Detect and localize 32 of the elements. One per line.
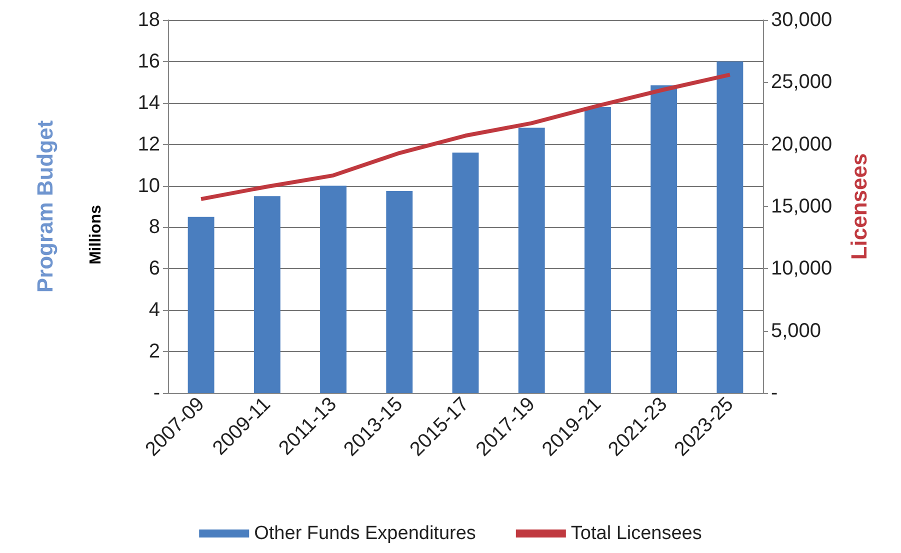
bar <box>386 190 413 393</box>
bar <box>254 196 280 393</box>
y2-tick-label: 30,000 <box>771 9 832 31</box>
y2-tick-label: 20,000 <box>771 133 832 156</box>
bar <box>650 85 678 393</box>
y-tick-label: 12 <box>138 133 160 156</box>
y-tick-label: 10 <box>138 174 160 197</box>
y-tick-label: 8 <box>148 216 160 238</box>
y-tick-label: 4 <box>148 299 160 322</box>
y-tick-label: 6 <box>148 258 160 280</box>
legend-label: Other Funds Expenditures <box>254 523 476 544</box>
y-tick-label: 14 <box>138 92 160 114</box>
y2-tick-label: 5,000 <box>771 320 822 342</box>
y-tick-label: 2 <box>148 340 160 363</box>
y-axis-title: Program Budget <box>32 120 58 293</box>
bar <box>452 152 479 393</box>
y-tick-label: 16 <box>138 50 160 72</box>
y2-tick-label: - <box>771 382 778 404</box>
y2-tick-label: 25,000 <box>771 71 832 94</box>
bar <box>320 186 346 393</box>
y-tick-label: - <box>153 382 160 404</box>
bar <box>716 61 744 393</box>
bar <box>584 107 611 393</box>
line-series <box>199 72 732 202</box>
y2-tick-label: 10,000 <box>771 258 832 280</box>
bar <box>188 216 214 393</box>
y-tick-label: 18 <box>138 9 160 31</box>
y2-tick-label: 15,000 <box>771 196 832 218</box>
bar <box>518 128 545 393</box>
legend-label: Total Licensees <box>570 523 702 544</box>
y2-axis-title: Licensees <box>846 153 872 260</box>
text: Millions <box>88 204 104 265</box>
